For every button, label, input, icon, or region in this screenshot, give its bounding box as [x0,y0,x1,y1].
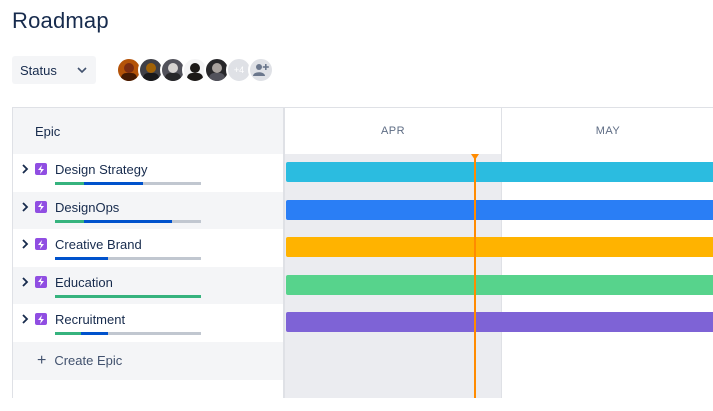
user-photo-icon [121,63,137,81]
chevron-right-icon[interactable] [21,239,29,249]
epic-column-header: Epic [13,108,283,154]
avatar[interactable] [160,57,186,83]
epic-row[interactable]: Recruitment [13,304,283,342]
user-photo-icon [187,63,203,81]
epic-icon [35,163,47,175]
epic-name[interactable]: Creative Brand [55,237,142,252]
user-photo-icon [143,63,159,81]
plus-icon: + [37,351,47,369]
chevron-down-icon [77,67,87,74]
month-header-may: MAY [502,108,713,154]
epic-row[interactable]: Design Strategy [13,154,283,192]
avatar[interactable] [116,57,142,83]
epic-row[interactable]: Education [13,266,283,304]
epic-timeline-bar[interactable] [286,312,713,332]
epic-name[interactable]: Education [55,274,113,290]
epic-column: Epic Design Strategy DesignOps Creative Br… [13,108,285,398]
chevron-right-icon[interactable] [21,314,29,324]
epic-icon [35,238,47,250]
progress-done [55,182,85,185]
epic-icon [35,313,47,325]
toolbar: Status +4 [12,56,274,84]
avatar[interactable] [204,57,230,83]
epic-timeline-bar[interactable] [286,162,713,182]
epic-progress-bar [55,257,201,260]
chevron-right-icon[interactable] [21,276,29,287]
create-epic-label: Create Epic [54,353,123,368]
create-epic-button[interactable]: + Create Epic [13,341,283,380]
timeline: APR MAY [285,108,713,398]
status-dropdown-label: Status [20,62,57,78]
chevron-right-icon[interactable] [21,164,29,174]
epic-name[interactable]: Design Strategy [55,162,148,177]
epic-name[interactable]: DesignOps [55,199,120,215]
month-header-apr: APR [285,108,501,154]
more-avatars-badge[interactable]: +4 [226,57,252,83]
progress-in-progress [84,219,172,223]
today-line [474,156,476,398]
add-person-icon [253,64,269,76]
status-dropdown[interactable]: Status [12,56,96,84]
avatar-group: +4 [116,57,274,83]
epic-progress-bar [55,332,201,335]
user-photo-icon [209,63,225,81]
chevron-right-icon[interactable] [21,201,29,212]
progress-done [55,332,82,335]
epic-timeline-bar[interactable] [286,274,713,295]
epic-icon [35,200,47,213]
page-title: Roadmap [12,8,109,33]
roadmap-grid: Epic Design Strategy DesignOps Creative Br… [12,107,713,398]
epic-timeline-bar[interactable] [286,199,713,220]
epic-row[interactable]: Creative Brand [13,229,283,267]
progress-in-progress [84,182,143,185]
progress-done [55,219,85,223]
user-photo-icon [165,63,181,81]
progress-in-progress [81,332,108,335]
add-person-button[interactable] [248,57,274,83]
epic-progress-bar [55,182,201,185]
epic-progress-bar [55,219,201,223]
epic-icon [35,275,47,288]
epic-timeline-bar[interactable] [286,237,713,257]
progress-done [55,294,201,298]
progress-in-progress [55,257,108,260]
epic-progress-bar [55,294,201,298]
epic-name[interactable]: Recruitment [55,312,126,327]
epic-row[interactable]: DesignOps [13,191,283,229]
